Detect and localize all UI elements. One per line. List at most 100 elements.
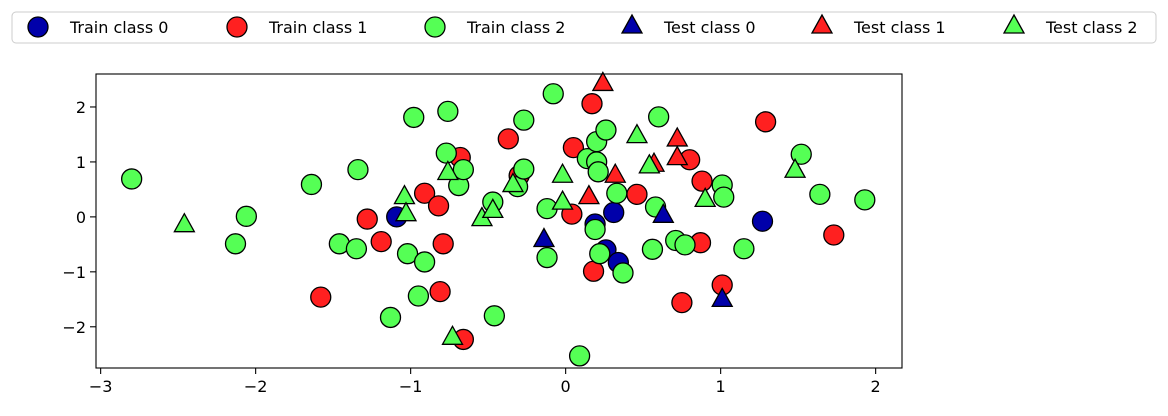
plot-frame — [95, 73, 903, 369]
data-point — [641, 238, 664, 260]
series-test-class-2 — [173, 123, 807, 345]
data-point — [345, 238, 368, 260]
data-point — [435, 142, 457, 164]
legend-marker-test-class-0 — [620, 13, 644, 34]
data-point — [612, 262, 634, 284]
x-tick-label: −2 — [244, 377, 268, 396]
data-point — [235, 205, 258, 227]
data-point — [436, 160, 459, 181]
legend-marker-train-class-1 — [226, 16, 248, 38]
data-point — [626, 183, 648, 205]
data-point — [394, 201, 418, 222]
data-point — [347, 158, 369, 181]
data-point — [713, 186, 735, 208]
legend: Train class 0 Train class 1 Train class 2 T… — [11, 11, 1157, 44]
x-tick-label: −3 — [89, 377, 113, 396]
legend-label-train-class-1: Train class 1 — [268, 18, 367, 37]
data-point — [562, 136, 585, 159]
legend-marker-train-class-0 — [27, 16, 49, 38]
data-point — [497, 128, 519, 150]
data-point — [356, 208, 378, 230]
data-point — [441, 324, 464, 345]
y-tick-label: 1 — [76, 153, 86, 172]
data-point — [790, 143, 812, 165]
data-point — [310, 286, 332, 308]
data-point — [625, 123, 649, 144]
data-point — [577, 184, 601, 205]
data-point — [542, 83, 564, 105]
data-point — [733, 238, 755, 260]
data-point — [551, 162, 574, 183]
x-tick-label: 0 — [561, 377, 571, 396]
legend-marker-train-class-2 — [424, 16, 446, 38]
series-test-class-0 — [532, 202, 734, 308]
data-point — [513, 158, 535, 180]
plot-points — [120, 71, 876, 367]
data-point — [413, 251, 436, 273]
data-point — [694, 187, 717, 208]
legend-label-train-class-2: Train class 2 — [466, 18, 565, 37]
data-point — [603, 201, 625, 224]
data-point — [173, 212, 196, 233]
data-point — [666, 145, 689, 166]
legend-frame — [11, 11, 1157, 44]
data-point — [638, 153, 661, 174]
data-point — [754, 111, 777, 133]
x-tick-label: 1 — [716, 377, 726, 396]
data-point — [587, 161, 609, 183]
data-point — [224, 233, 247, 255]
data-point — [379, 306, 402, 329]
data-point — [674, 234, 696, 256]
legend-marker-test-class-2 — [1002, 13, 1026, 34]
legend-label-test-class-2: Test class 2 — [1045, 18, 1138, 37]
data-point — [711, 287, 734, 308]
data-point — [666, 126, 689, 147]
data-point — [551, 189, 574, 210]
data-point — [513, 109, 535, 131]
y-tick-label: −1 — [62, 263, 86, 282]
data-point — [481, 198, 504, 219]
data-point — [483, 305, 506, 327]
data-point — [120, 168, 143, 190]
data-point — [532, 227, 556, 248]
legend-marker-test-class-1 — [810, 13, 834, 34]
y-tick-label: 0 — [76, 208, 86, 227]
data-point — [691, 170, 713, 192]
data-point — [854, 189, 876, 211]
data-point — [591, 71, 614, 92]
data-point — [604, 162, 627, 183]
data-point — [589, 243, 611, 265]
y-tick-label: 2 — [76, 98, 86, 117]
legend-label-test-class-0: Test class 0 — [663, 18, 756, 37]
data-point — [501, 172, 525, 193]
data-point — [536, 246, 558, 269]
data-point — [427, 195, 450, 217]
data-point — [809, 183, 831, 205]
data-point — [370, 230, 392, 253]
data-point — [823, 224, 845, 246]
data-point — [393, 184, 416, 205]
data-point — [751, 210, 774, 232]
data-point — [403, 106, 425, 129]
x-tick-label: 2 — [871, 377, 881, 396]
legend-label-train-class-0: Train class 0 — [69, 18, 168, 37]
data-point — [652, 202, 675, 223]
data-point — [595, 119, 617, 141]
legend-label-test-class-1: Test class 1 — [853, 18, 946, 37]
data-point — [429, 280, 451, 303]
data-point — [413, 182, 436, 204]
data-point — [300, 173, 323, 196]
data-point — [437, 100, 459, 123]
data-point — [452, 158, 475, 181]
data-point — [783, 157, 807, 178]
data-point — [568, 345, 591, 367]
x-tick-label: −1 — [399, 377, 423, 396]
data-point — [581, 93, 603, 115]
data-point — [396, 243, 419, 265]
data-point — [671, 291, 693, 314]
data-point — [407, 285, 430, 307]
axes: −3 −2 −1 0 1 2 −2 −1 0 1 2 — [62, 73, 903, 396]
data-point — [606, 182, 628, 204]
